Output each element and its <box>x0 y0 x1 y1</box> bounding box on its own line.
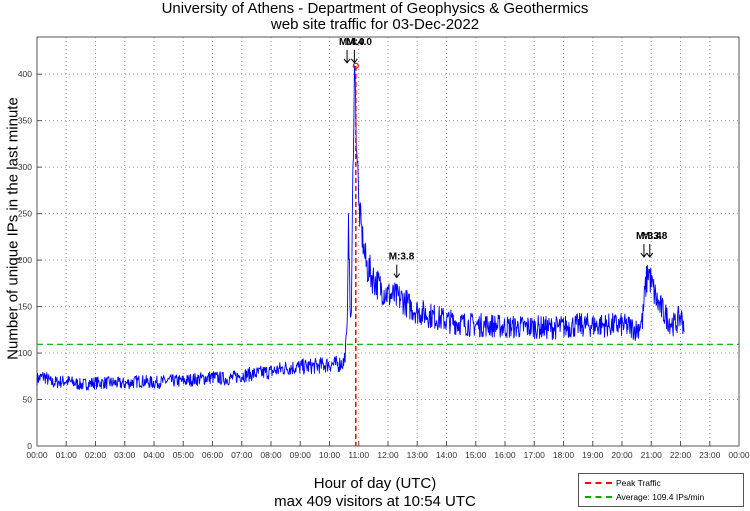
x-tick-label: 04:00 <box>143 450 165 460</box>
x-tick-label: 22:00 <box>670 450 692 460</box>
annotation-label: M:3.8 <box>642 231 668 242</box>
annotation-label: M:4.0 <box>346 37 372 48</box>
legend: Peak Traffic Average: 109.4 IPs/min <box>578 473 744 507</box>
x-tick-label: 16:00 <box>494 450 516 460</box>
annotation-label: M:3.8 <box>389 252 415 263</box>
x-tick-label: 13:00 <box>407 450 429 460</box>
x-tick-label: 17:00 <box>524 450 546 460</box>
x-tick-label: 01:00 <box>56 450 78 460</box>
legend-entry-average: Average: 109.4 IPs/min <box>585 491 704 503</box>
x-tick-label: 05:00 <box>173 450 195 460</box>
x-tick-label: 12:00 <box>377 450 399 460</box>
x-axis-label: Hour of day (UTC) <box>313 475 437 492</box>
annotation-arrowhead <box>343 58 351 64</box>
x-tick-label: 20:00 <box>611 450 633 460</box>
series-line-visitors <box>36 65 685 391</box>
plot-frame <box>36 36 740 447</box>
x-tick-label: 18:00 <box>553 450 575 460</box>
y-tick-label: 150 <box>18 302 32 312</box>
x-tick-label: 00:00 <box>728 450 750 460</box>
x-tick-label: 11:00 <box>348 450 369 460</box>
plot-area: 00:00 01:00 02:00 03:00 04:00 05:00 06:00 07:00… <box>18 36 750 460</box>
y-tick-label: 400 <box>18 69 32 79</box>
chart-subtitle: web site traffic for 03-Dec-2022 <box>270 16 480 33</box>
x-tick-label: 02:00 <box>85 450 107 460</box>
x-tick-label: 07:00 <box>231 450 253 460</box>
legend-swatch-peak <box>585 482 612 484</box>
x-tick-label: 23:00 <box>699 450 721 460</box>
annotation-label: M:4.0 <box>339 37 365 48</box>
legend-label-average: Average: 109.4 IPs/min <box>616 492 705 502</box>
peak-marker <box>352 62 359 69</box>
y-tick-label: 100 <box>18 348 32 358</box>
annotation-arrowhead <box>640 252 648 258</box>
x-tick-label: 09:00 <box>290 450 312 460</box>
legend-entry-peak: Peak Traffic <box>585 477 661 489</box>
annotation-arrowhead <box>646 252 654 258</box>
y-tick-label: 300 <box>18 162 32 172</box>
legend-label-peak: Peak Traffic <box>616 478 661 488</box>
chart-title: University of Athens - Department of Geo… <box>161 0 589 17</box>
x-tick-label: 06:00 <box>202 450 224 460</box>
x-tick-label: 21:00 <box>641 450 663 460</box>
annotation-label: M:3.4 <box>636 231 662 242</box>
x-tick-label: 14:00 <box>436 450 458 460</box>
y-tick-label: 0 <box>27 441 32 451</box>
y-tick-label: 50 <box>23 395 33 405</box>
annotation-arrowhead <box>350 58 358 64</box>
x-tick-label: 15:00 <box>465 450 487 460</box>
y-tick-label: 350 <box>18 116 32 126</box>
x-tick-label: 08:00 <box>260 450 282 460</box>
y-tick-label: 250 <box>18 209 32 219</box>
x-tick-label: 00:00 <box>26 450 48 460</box>
max-visitors-caption: max 409 visitors at 10:54 UTC <box>274 493 476 510</box>
legend-swatch-average <box>585 496 612 498</box>
y-tick-label: 200 <box>18 255 32 265</box>
x-tick-label: 10:00 <box>319 450 341 460</box>
x-tick-label: 03:00 <box>114 450 136 460</box>
x-tick-label: 19:00 <box>582 450 604 460</box>
annotation-arrowhead <box>393 273 401 279</box>
